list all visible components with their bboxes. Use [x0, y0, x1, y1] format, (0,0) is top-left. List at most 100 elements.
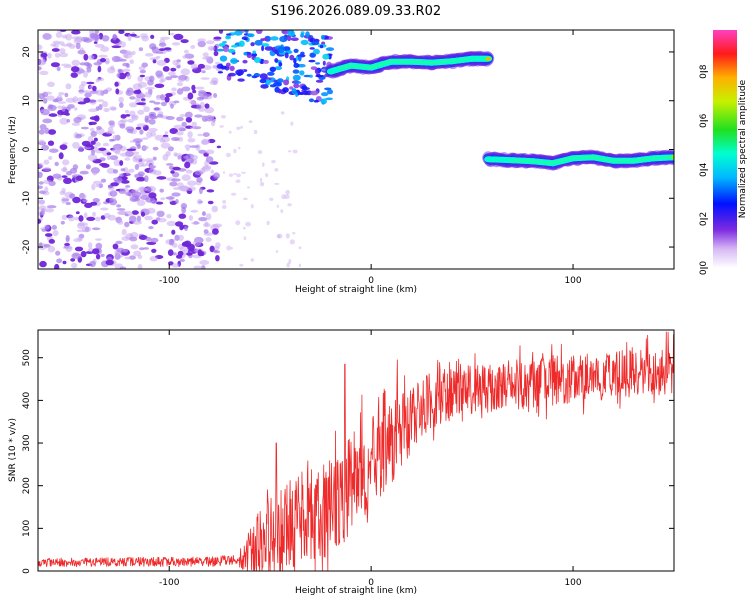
noise-blob — [139, 69, 146, 74]
snr-y-tick-label: 0 — [22, 568, 32, 574]
noise-blob — [271, 159, 276, 164]
noise-blob — [150, 237, 159, 243]
noise-blob — [151, 248, 157, 253]
noise-blob — [59, 48, 66, 54]
noise-blob — [192, 240, 202, 247]
noise-blob — [196, 104, 202, 110]
noise-blob — [213, 36, 222, 40]
noise-blob — [167, 146, 174, 152]
noise-blob — [50, 43, 56, 47]
noise-blob — [281, 194, 286, 200]
noise-blob — [38, 171, 43, 178]
noise-blob — [171, 178, 181, 182]
noise-blob — [59, 117, 69, 125]
colorbar-tick-label: 0.2 — [699, 212, 709, 226]
transition-blob — [273, 81, 282, 87]
noise-blob — [153, 170, 162, 176]
noise-blob — [140, 211, 146, 217]
noise-blob — [100, 253, 105, 257]
noise-blob — [54, 161, 59, 167]
ridge-inner — [670, 155, 674, 160]
noise-blob — [220, 115, 226, 119]
noise-blob — [117, 219, 124, 225]
noise-blob — [125, 109, 129, 114]
transition-blob — [222, 41, 227, 44]
noise-blob — [85, 144, 93, 148]
noise-blobs — [38, 30, 302, 269]
noise-blob — [194, 114, 203, 118]
noise-blob — [135, 157, 146, 164]
transition-blob — [291, 88, 297, 95]
transition-blob — [322, 53, 330, 60]
transition-blob — [292, 74, 301, 81]
noise-blob — [170, 67, 177, 72]
transition-blob — [308, 59, 316, 63]
noise-blob — [156, 176, 167, 180]
noise-blob — [79, 47, 85, 54]
noise-blob — [199, 260, 210, 265]
transition-blob — [278, 62, 283, 67]
noise-blob — [152, 146, 159, 151]
noise-blob — [207, 45, 215, 51]
noise-blob — [137, 162, 144, 167]
noise-blob — [78, 84, 85, 91]
noise-blob — [287, 150, 292, 153]
noise-blob — [42, 97, 48, 104]
noise-blob — [179, 114, 186, 117]
noise-blob — [38, 205, 47, 212]
noise-blob — [216, 145, 222, 149]
noise-blob — [91, 183, 96, 191]
noise-blob — [116, 247, 125, 253]
noise-blob — [71, 262, 78, 269]
noise-blob — [150, 131, 157, 137]
transition-blob — [315, 74, 324, 78]
noise-blob — [180, 39, 189, 44]
noise-blob — [54, 52, 61, 58]
noise-blob — [170, 103, 174, 109]
transition-blob — [313, 99, 319, 103]
noise-blob — [78, 146, 84, 152]
noise-blob — [197, 63, 205, 69]
noise-blob — [203, 223, 211, 228]
noise-blob — [67, 104, 75, 109]
noise-blob — [187, 60, 195, 65]
noise-blob — [122, 176, 128, 181]
noise-blob — [38, 162, 44, 168]
noise-blob — [92, 198, 100, 203]
noise-blob — [88, 121, 93, 126]
noise-blob — [191, 84, 196, 91]
spectrogram-y-tick-label: 20 — [22, 46, 32, 58]
noise-blob — [119, 266, 127, 269]
noise-blob — [165, 76, 173, 81]
snr-x-ticks: -100 0 100 — [159, 330, 582, 588]
noise-blob — [97, 99, 104, 102]
noise-blob — [141, 137, 149, 140]
noise-blob — [92, 211, 96, 217]
noise-blob — [275, 250, 279, 253]
noise-blob — [38, 219, 42, 224]
transition-blob — [303, 90, 309, 96]
noise-blob — [95, 89, 105, 96]
noise-blob — [119, 173, 124, 178]
noise-blob — [58, 92, 65, 96]
noise-blob — [287, 203, 292, 207]
noise-blob — [169, 181, 178, 187]
noise-blob — [116, 208, 126, 211]
noise-blob — [74, 246, 84, 252]
noise-blob — [292, 232, 296, 235]
noise-blob — [51, 225, 57, 230]
noise-blob — [222, 199, 227, 204]
noise-blob — [65, 245, 73, 252]
noise-blob — [133, 89, 142, 94]
noise-blob — [106, 152, 112, 156]
transition-blob — [223, 46, 229, 53]
transition-blob — [247, 33, 255, 38]
noise-blob — [71, 253, 82, 259]
noise-blob — [245, 221, 252, 227]
noise-blob — [206, 189, 215, 193]
noise-blob — [200, 167, 206, 174]
noise-blob — [206, 213, 212, 221]
noise-blob — [180, 203, 188, 209]
noise-blob — [178, 234, 184, 241]
